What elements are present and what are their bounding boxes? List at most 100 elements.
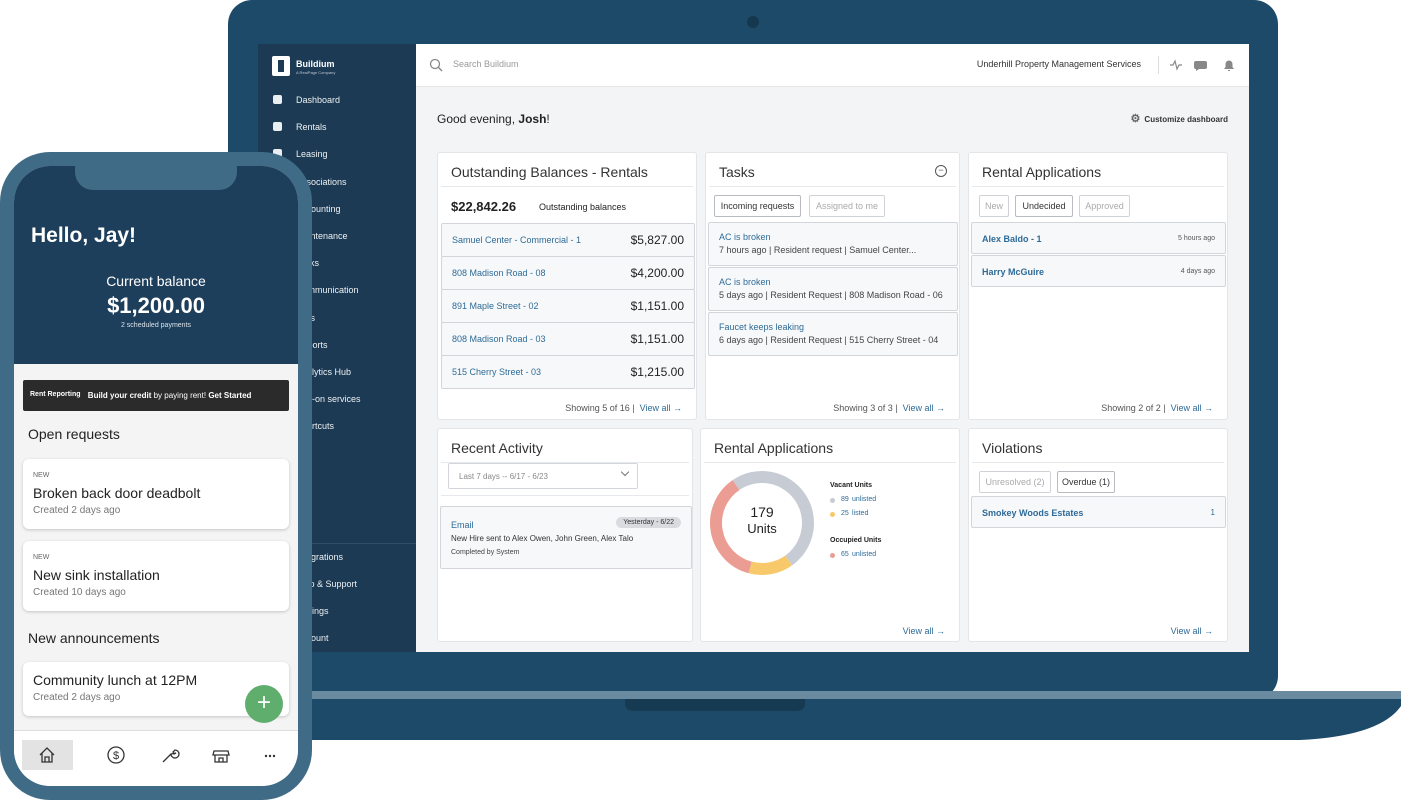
application-time: 4 days ago bbox=[1180, 268, 1215, 275]
company-name[interactable]: Underhill Property Management Services bbox=[976, 59, 1141, 69]
nav-label: Leasing bbox=[296, 149, 328, 160]
donut-chart bbox=[710, 471, 814, 575]
legend-label: unlisted bbox=[852, 551, 877, 558]
laptop-base bbox=[270, 699, 1401, 740]
tab[interactable]: New bbox=[979, 195, 1009, 217]
activity-date: Yesterday - 6/22 bbox=[616, 517, 681, 528]
tab[interactable]: Assigned to me bbox=[809, 195, 885, 217]
top-icons[interactable] bbox=[1168, 58, 1248, 72]
legend-group: Occupied Units bbox=[830, 537, 882, 544]
balance: $1,200.00 bbox=[107, 293, 205, 318]
amount: $1,151.00 bbox=[630, 299, 684, 313]
tab[interactable]: Unresolved (2) bbox=[979, 471, 1051, 493]
task-item[interactable]: AC is broken 7 hours ago | Resident reque… bbox=[708, 222, 958, 266]
logo-icon bbox=[272, 56, 290, 76]
nav-label: Add-on services bbox=[296, 394, 361, 405]
donut-segment[interactable] bbox=[710, 480, 752, 574]
balance-row[interactable]: 808 Madison Road - 08 $4,200.00 bbox=[441, 256, 695, 290]
tab[interactable]: Approved bbox=[1079, 195, 1130, 217]
scheduled-payments: 2 scheduled payments bbox=[120, 322, 192, 329]
tab[interactable]: Undecided bbox=[1015, 195, 1073, 217]
showing-count: Showing 5 of 16 | bbox=[565, 403, 635, 413]
request-title: New sink installation bbox=[33, 567, 160, 583]
view-all-link[interactable]: View all → bbox=[902, 626, 945, 636]
application-row[interactable]: Alex Baldo - 1 5 hours ago bbox=[971, 222, 1226, 254]
legend-label: unlisted bbox=[852, 496, 877, 503]
search-input[interactable]: Search Buildium bbox=[453, 59, 519, 69]
activity-by: Completed by System bbox=[451, 549, 520, 556]
top-divider bbox=[1158, 56, 1159, 74]
request-tag: NEW bbox=[33, 472, 50, 479]
applicant-name: Alex Baldo - 1 bbox=[982, 234, 1042, 244]
collapse-icon[interactable]: − bbox=[935, 165, 947, 177]
task-title: AC is broken bbox=[719, 277, 771, 287]
legend-item[interactable]: 25 listed bbox=[830, 510, 920, 520]
outstanding-card: Outstanding Balances - Rentals $22,842.26… bbox=[437, 152, 697, 420]
amount: $4,200.00 bbox=[630, 266, 684, 280]
request-created: Created 10 days ago bbox=[33, 587, 126, 598]
task-item[interactable]: AC is broken 5 days ago | Resident Reques… bbox=[708, 267, 958, 311]
customize-dashboard[interactable]: ⚙ Customize dashboard bbox=[1131, 112, 1228, 125]
property-name: 808 Madison Road - 08 bbox=[452, 268, 546, 278]
banner-bold: Build your credit bbox=[87, 391, 152, 400]
donut-segment[interactable] bbox=[732, 471, 814, 566]
filter-label: Last 7 days -- 6/17 - 6/23 bbox=[459, 472, 548, 481]
balance-row[interactable]: 808 Madison Road - 03 $1,151.00 bbox=[441, 322, 695, 356]
application-row[interactable]: Harry McGuire 4 days ago bbox=[971, 255, 1226, 287]
nav-item[interactable]: Dashboard bbox=[258, 91, 416, 109]
nav-label: Communication bbox=[296, 285, 359, 296]
activity-card: Recent Activity Last 7 days -- 6/17 - 6/2… bbox=[437, 428, 693, 642]
sidebar-divider bbox=[258, 543, 416, 544]
nav-label: Integrations bbox=[296, 552, 344, 562]
balance-row[interactable]: 515 Cherry Street - 03 $1,215.00 bbox=[441, 355, 695, 389]
nav-icon bbox=[273, 95, 282, 104]
showing-count: Showing 3 of 3 | bbox=[833, 403, 898, 413]
balance-row[interactable]: Samuel Center - Commercial - 1 $5,827.00 bbox=[441, 223, 695, 257]
nav-item[interactable]: Rentals bbox=[258, 118, 416, 136]
balance-row[interactable]: 891 Maple Street - 02 $1,151.00 bbox=[441, 289, 695, 323]
rent-reporting-banner[interactable]: Rent Reporting Build your credit by payi… bbox=[23, 380, 289, 411]
legend-value: 25 bbox=[841, 510, 849, 517]
greeting-name: Josh bbox=[518, 112, 547, 126]
donut-segment[interactable] bbox=[748, 555, 793, 575]
nav-icon bbox=[273, 122, 282, 132]
nav-icons[interactable]: $ bbox=[14, 731, 298, 781]
add-button[interactable]: + bbox=[245, 685, 283, 723]
legend-dot bbox=[830, 512, 835, 517]
view-all-link[interactable]: View all → bbox=[1170, 403, 1213, 413]
view-all-link[interactable]: View all → bbox=[902, 403, 945, 413]
card-title: Rental Applications bbox=[982, 164, 1102, 180]
task-title: Faucet keeps leaking bbox=[719, 322, 805, 332]
banner-text: by paying rent! bbox=[153, 391, 207, 400]
card-divider bbox=[441, 495, 689, 496]
nav-home-highlight bbox=[22, 740, 73, 770]
legend-item[interactable]: 89 unlisted bbox=[830, 496, 920, 506]
tab[interactable]: Overdue (1) bbox=[1057, 471, 1115, 493]
legend-value: 65 bbox=[841, 551, 849, 558]
donut-total: 179 bbox=[750, 504, 774, 520]
tab[interactable]: Incoming requests bbox=[714, 195, 801, 217]
legend-value: 89 bbox=[841, 496, 849, 503]
announcement-created: Created 2 days ago bbox=[33, 692, 121, 703]
total-label: Outstanding balances bbox=[539, 202, 627, 212]
date-filter[interactable]: Last 7 days -- 6/17 - 6/23 bbox=[448, 463, 638, 489]
request-card[interactable]: NEW New sink installation Created 10 days … bbox=[23, 541, 289, 611]
legend-item[interactable]: 65 unlisted bbox=[830, 551, 920, 561]
request-card[interactable]: NEW Broken back door deadbolt Created 2 da… bbox=[23, 459, 289, 529]
announcement-card[interactable]: Community lunch at 12PM Created 2 days ag… bbox=[23, 662, 289, 716]
view-all-link[interactable]: View all → bbox=[639, 403, 682, 413]
task-item[interactable]: Faucet keeps leaking 6 days ago | Residen… bbox=[708, 312, 958, 356]
card-divider bbox=[441, 186, 693, 187]
applications-card: Rental Applications New Undecided Approved A… bbox=[968, 152, 1228, 420]
banner-cta[interactable]: Get Started bbox=[208, 391, 252, 400]
property-name: 515 Cherry Street - 03 bbox=[452, 367, 542, 377]
donut-total-label: Units bbox=[747, 521, 777, 536]
amount: $1,151.00 bbox=[630, 332, 684, 346]
card-footer: View all → bbox=[898, 626, 945, 636]
search-icon bbox=[429, 58, 443, 72]
view-all-link[interactable]: View all → bbox=[1170, 626, 1213, 636]
property-name: Smokey Woods Estates bbox=[982, 508, 1084, 518]
violation-row[interactable]: Smokey Woods Estates 1 bbox=[971, 496, 1226, 528]
activity-item[interactable]: Email Yesterday - 6/22 New Hire sent to Al… bbox=[440, 506, 692, 569]
greeting-text: Good evening, bbox=[437, 112, 516, 126]
